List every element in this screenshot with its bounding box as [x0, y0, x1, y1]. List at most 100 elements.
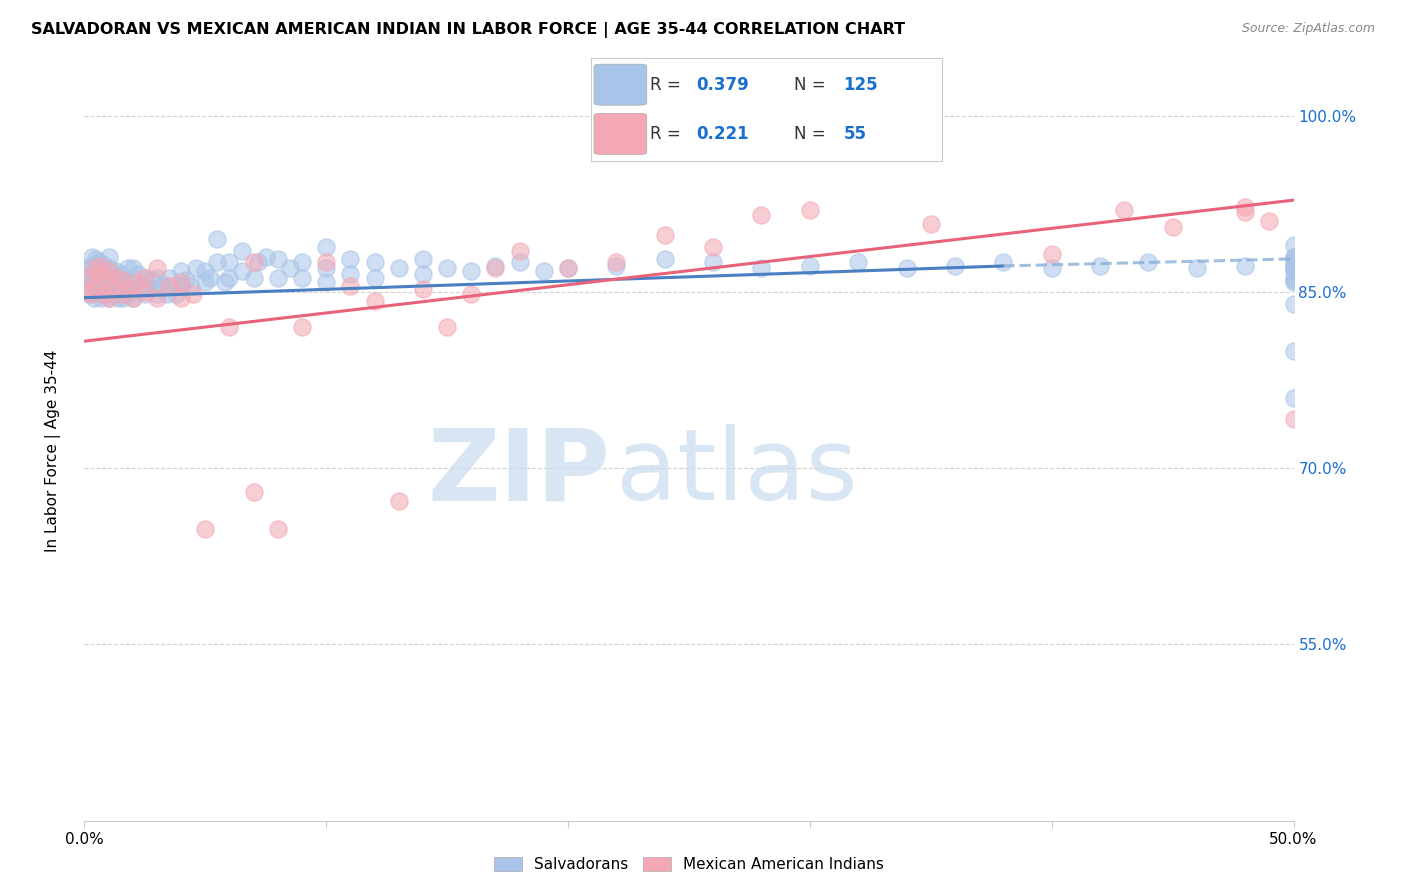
Point	[1114, 202, 1136, 217]
Point	[1282, 263, 1305, 277]
Point	[1282, 250, 1305, 264]
Point	[484, 261, 506, 276]
Point	[80, 259, 103, 273]
Point	[605, 255, 627, 269]
Point	[207, 232, 229, 246]
Point	[291, 320, 314, 334]
Point	[134, 270, 156, 285]
Text: 0.379: 0.379	[696, 76, 749, 94]
Point	[412, 267, 434, 281]
Point	[157, 270, 180, 285]
Point	[1282, 270, 1305, 285]
Text: R =: R =	[650, 76, 686, 94]
Point	[1088, 259, 1111, 273]
Point	[86, 279, 108, 293]
Point	[134, 270, 156, 285]
Point	[702, 255, 724, 269]
Legend: Salvadorans, Mexican American Indians: Salvadorans, Mexican American Indians	[486, 849, 891, 880]
Point	[87, 255, 110, 269]
Text: R =: R =	[650, 125, 686, 143]
Text: 0.221: 0.221	[696, 125, 748, 143]
Point	[654, 228, 676, 243]
Point	[86, 252, 108, 266]
Text: atlas: atlas	[616, 425, 858, 521]
Point	[174, 273, 197, 287]
Point	[315, 255, 337, 269]
Point	[157, 279, 180, 293]
Point	[97, 276, 120, 290]
Point	[1282, 276, 1305, 290]
FancyBboxPatch shape	[593, 113, 647, 154]
Point	[93, 258, 115, 272]
Point	[247, 255, 270, 269]
Point	[134, 285, 156, 299]
Point	[83, 267, 105, 281]
Point	[231, 244, 253, 258]
Text: 55: 55	[844, 125, 866, 143]
Point	[194, 263, 217, 277]
Point	[146, 291, 169, 305]
Point	[198, 270, 221, 285]
Point	[103, 287, 125, 301]
Point	[136, 283, 159, 297]
Point	[117, 283, 139, 297]
Point	[1282, 252, 1305, 266]
Point	[104, 270, 127, 285]
Point	[93, 287, 115, 301]
Point	[218, 270, 240, 285]
Point	[170, 291, 193, 305]
Point	[141, 273, 163, 287]
Point	[896, 261, 918, 276]
Point	[509, 255, 531, 269]
Point	[110, 287, 132, 301]
Point	[1258, 214, 1281, 228]
Point	[702, 240, 724, 254]
Point	[412, 252, 434, 266]
Point	[1040, 247, 1063, 261]
Point	[97, 291, 120, 305]
Point	[1040, 261, 1063, 276]
Point	[131, 279, 153, 293]
Point	[77, 270, 100, 285]
Text: Source: ZipAtlas.com: Source: ZipAtlas.com	[1241, 22, 1375, 36]
Point	[1282, 255, 1305, 269]
Point	[254, 250, 277, 264]
Point	[1282, 261, 1305, 276]
Y-axis label: In Labor Force | Age 35-44: In Labor Force | Age 35-44	[45, 350, 60, 551]
Point	[242, 255, 264, 269]
Point	[920, 217, 942, 231]
Point	[533, 263, 555, 277]
Point	[94, 283, 117, 297]
Point	[1282, 261, 1305, 276]
Point	[114, 287, 136, 301]
Point	[87, 285, 110, 299]
Point	[339, 279, 361, 293]
Text: N =: N =	[794, 76, 831, 94]
Point	[1282, 237, 1305, 252]
Point	[509, 244, 531, 258]
Point	[1282, 259, 1305, 273]
Point	[315, 276, 337, 290]
Point	[1282, 343, 1305, 358]
Point	[90, 259, 112, 273]
Point	[121, 291, 143, 305]
Point	[80, 250, 103, 264]
Point	[339, 252, 361, 266]
Point	[181, 287, 204, 301]
Point	[315, 261, 337, 276]
Point	[267, 252, 290, 266]
Point	[315, 240, 337, 254]
Point	[134, 287, 156, 301]
Point	[83, 291, 105, 305]
Point	[127, 276, 149, 290]
Point	[97, 250, 120, 264]
Point	[121, 261, 143, 276]
Point	[799, 259, 821, 273]
Point	[97, 261, 120, 276]
Point	[76, 270, 98, 285]
Point	[104, 263, 127, 277]
Point	[160, 279, 183, 293]
Point	[107, 270, 129, 285]
Text: ZIP: ZIP	[427, 425, 610, 521]
Point	[267, 270, 290, 285]
